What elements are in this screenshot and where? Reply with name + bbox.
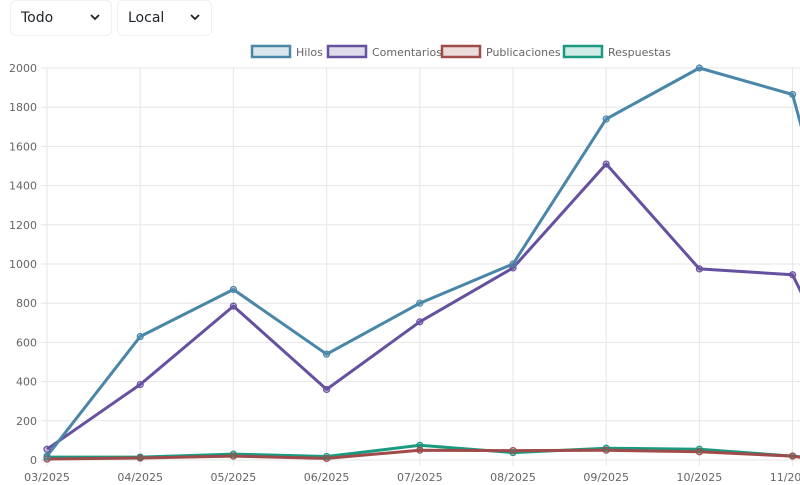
- y-tick-label: 2000: [9, 62, 37, 75]
- data-point-hilos: [136, 332, 144, 341]
- scope-select-value: Local: [128, 10, 165, 26]
- y-tick-label: 0: [30, 454, 37, 467]
- data-point-comentarios: [416, 318, 424, 326]
- chevron-down-icon: [190, 14, 200, 21]
- legend-label: Respuestas: [608, 46, 671, 59]
- data-point-comentarios: [136, 380, 144, 389]
- legend-item-hilos[interactable]: Hilos: [250, 44, 323, 59]
- legend-item-publicaciones[interactable]: Publicaciones: [440, 44, 561, 59]
- legend-label: Publicaciones: [486, 46, 561, 59]
- x-tick-label: 05/2025: [211, 471, 257, 484]
- period-select[interactable]: Todo: [10, 0, 112, 36]
- data-point-publicaciones: [416, 446, 424, 454]
- y-tick-label: 1400: [9, 180, 37, 193]
- data-point-publicaciones: [323, 454, 331, 463]
- legend-item-respuestas[interactable]: Respuestas: [562, 44, 671, 59]
- data-point-publicaciones: [695, 448, 704, 456]
- data-point-comentarios: [788, 271, 797, 279]
- legend[interactable]: Hilos Comentarios Publicaciones Respuestas: [250, 44, 671, 59]
- x-tick-label: 03/2025: [24, 471, 70, 484]
- data-point-publicaciones: [788, 452, 797, 460]
- legend-swatch: [440, 44, 482, 59]
- data-point-hilos: [509, 260, 517, 268]
- legend-label: Hilos: [296, 46, 323, 59]
- data-point-publicaciones: [136, 454, 144, 462]
- x-tick-label: 07/2025: [397, 471, 443, 484]
- data-point-comentarios: [43, 445, 51, 453]
- data-point-hilos: [323, 350, 331, 358]
- data-point-hilos: [416, 299, 424, 307]
- series-line-publicaciones: [46, 448, 800, 461]
- data-point-publicaciones: [602, 446, 610, 454]
- series-line-comentarios: [46, 162, 800, 451]
- period-select-value: Todo: [21, 10, 54, 26]
- series-lines: [45, 66, 800, 461]
- y-tick-label: 800: [16, 297, 37, 310]
- data-point-hilos: [602, 115, 610, 123]
- data-point-comentarios: [695, 265, 704, 273]
- legend-item-comentarios[interactable]: Comentarios: [326, 44, 442, 59]
- y-axis-ticks: 0 200 400 600 800 1000 1200 1400 1600 1800 2000: [9, 62, 37, 467]
- scope-select[interactable]: Local: [117, 0, 212, 36]
- data-point-hilos: [788, 90, 797, 99]
- data-point-hilos: [43, 452, 51, 460]
- data-point-comentarios: [323, 385, 331, 394]
- grid-lines: [41, 67, 800, 466]
- y-tick-label: 600: [16, 336, 37, 349]
- x-tick-label: 06/2025: [304, 471, 350, 484]
- data-point-publicaciones: [509, 446, 517, 455]
- data-point-comentarios: [229, 302, 237, 310]
- x-axis-ticks: 03/2025 04/2025 05/2025 06/2025 07/2025 08/20…: [24, 471, 800, 484]
- chevron-down-icon: [90, 14, 100, 21]
- y-tick-label: 1000: [9, 258, 37, 271]
- legend-swatch: [250, 44, 292, 59]
- series-line-hilos: [45, 66, 800, 458]
- x-tick-label: 09/2025: [583, 471, 629, 484]
- y-tick-label: 1200: [9, 219, 37, 232]
- data-point-publicaciones: [229, 452, 237, 460]
- x-tick-label: 11/2025: [770, 471, 800, 484]
- legend-swatch: [326, 44, 368, 59]
- y-tick-label: 400: [16, 376, 37, 389]
- y-tick-label: 1800: [9, 101, 37, 114]
- data-point-hilos: [695, 64, 704, 72]
- legend-swatch: [562, 44, 604, 59]
- x-tick-label: 04/2025: [117, 471, 163, 484]
- x-tick-label: 08/2025: [490, 471, 536, 484]
- y-tick-label: 200: [16, 415, 37, 428]
- x-tick-label: 10/2025: [677, 471, 723, 484]
- data-point-respuestas: [416, 441, 424, 449]
- legend-label: Comentarios: [372, 46, 442, 59]
- data-point-comentarios: [602, 160, 610, 168]
- series-points: [43, 64, 797, 463]
- data-point-hilos: [229, 285, 237, 294]
- y-tick-label: 1600: [9, 140, 37, 153]
